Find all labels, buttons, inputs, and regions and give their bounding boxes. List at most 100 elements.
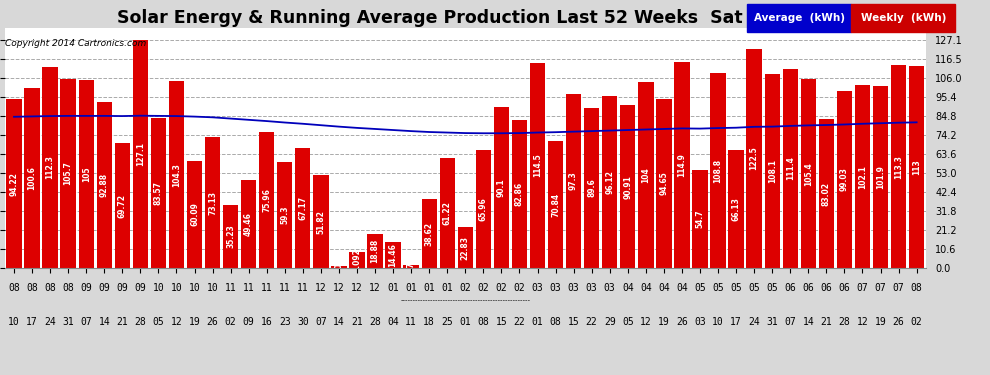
Bar	[620, 105, 636, 268]
Text: 114.5: 114.5	[533, 154, 542, 177]
Text: 06: 06	[803, 283, 814, 293]
Bar	[43, 67, 57, 268]
Bar	[801, 80, 816, 268]
Bar	[60, 79, 76, 268]
Bar	[854, 85, 870, 268]
Text: 54.7: 54.7	[696, 210, 705, 228]
Text: 14.46: 14.46	[389, 243, 398, 267]
Text: 66.13: 66.13	[732, 197, 741, 221]
Text: 26: 26	[893, 317, 905, 327]
Text: 02: 02	[477, 283, 489, 293]
Text: 105.4: 105.4	[804, 162, 813, 186]
Text: 08: 08	[8, 283, 20, 293]
Text: 07: 07	[784, 317, 796, 327]
Text: 09: 09	[98, 283, 110, 293]
Text: 03: 03	[604, 283, 616, 293]
Text: 11: 11	[279, 283, 291, 293]
Text: 02: 02	[459, 283, 471, 293]
Text: 23: 23	[279, 317, 291, 327]
Text: 05: 05	[712, 283, 724, 293]
Text: 11: 11	[243, 283, 254, 293]
Text: 30: 30	[297, 317, 309, 327]
Bar	[259, 132, 274, 268]
Text: 90.91: 90.91	[624, 175, 633, 199]
Bar	[168, 81, 184, 268]
Bar	[819, 119, 834, 268]
Bar	[909, 66, 925, 268]
Text: 08: 08	[477, 317, 489, 327]
Text: 10: 10	[207, 283, 219, 293]
Text: 122.5: 122.5	[749, 147, 758, 170]
Bar	[97, 102, 112, 268]
Text: 104: 104	[642, 167, 650, 183]
Text: 92.88: 92.88	[100, 173, 109, 197]
Text: 01: 01	[532, 317, 544, 327]
Text: 113: 113	[912, 159, 921, 175]
Text: 49.46: 49.46	[245, 212, 253, 236]
Text: 60.09: 60.09	[190, 202, 199, 226]
Text: 07: 07	[874, 283, 886, 293]
Text: 07: 07	[315, 317, 327, 327]
Text: 100.6: 100.6	[28, 166, 37, 190]
Text: ----------------------------------------------------: ----------------------------------------…	[400, 297, 531, 303]
Bar	[873, 86, 888, 268]
Text: 11: 11	[260, 283, 272, 293]
Bar	[475, 150, 491, 268]
Text: 29: 29	[604, 317, 616, 327]
Text: 24: 24	[45, 317, 56, 327]
Text: 03: 03	[586, 283, 598, 293]
Text: 12: 12	[856, 317, 868, 327]
Text: 15: 15	[496, 317, 507, 327]
Bar	[711, 73, 726, 268]
Text: 9.092: 9.092	[352, 248, 361, 272]
Text: 73.13: 73.13	[208, 190, 217, 214]
Bar	[656, 99, 671, 268]
Text: 01: 01	[387, 283, 399, 293]
Text: 05: 05	[622, 317, 634, 327]
Bar	[332, 266, 346, 268]
Text: 09: 09	[243, 317, 254, 327]
Text: 19: 19	[658, 317, 670, 327]
Text: 96.12: 96.12	[605, 170, 614, 194]
Text: 83.57: 83.57	[153, 181, 163, 205]
Text: 51.82: 51.82	[317, 210, 326, 234]
Text: 06: 06	[821, 283, 833, 293]
Text: 21: 21	[117, 317, 128, 327]
Text: 59.3: 59.3	[280, 206, 289, 224]
Text: 02: 02	[514, 283, 526, 293]
Text: 22: 22	[586, 317, 598, 327]
Text: 10: 10	[170, 283, 182, 293]
Text: 18: 18	[424, 317, 435, 327]
Bar	[78, 80, 94, 268]
Text: 70.84: 70.84	[551, 193, 560, 217]
Text: 02: 02	[911, 317, 923, 327]
Text: 83.02: 83.02	[822, 182, 831, 206]
Bar	[295, 148, 311, 268]
Text: 02: 02	[496, 283, 507, 293]
Text: 08: 08	[62, 283, 74, 293]
Text: Copyright 2014 Cartronics.com: Copyright 2014 Cartronics.com	[5, 39, 147, 48]
Bar	[674, 62, 690, 268]
Text: 26: 26	[207, 317, 219, 327]
Bar	[584, 108, 599, 268]
Text: 22.83: 22.83	[460, 236, 470, 260]
Text: 65.96: 65.96	[479, 197, 488, 221]
Bar	[313, 176, 329, 268]
Text: 94.22: 94.22	[10, 172, 19, 196]
Text: 75.96: 75.96	[262, 188, 271, 212]
Bar	[241, 180, 256, 268]
Text: 114.9: 114.9	[677, 153, 686, 177]
Text: 10: 10	[152, 283, 164, 293]
Text: 01: 01	[405, 283, 417, 293]
Text: 113.3: 113.3	[894, 154, 903, 178]
Text: 03: 03	[694, 317, 706, 327]
Bar	[205, 137, 220, 268]
Text: Weekly  (kWh): Weekly (kWh)	[860, 13, 946, 23]
Text: 17: 17	[731, 317, 742, 327]
Text: 21: 21	[351, 317, 363, 327]
Text: Solar Energy & Running Average Production Last 52 Weeks  Sat Aug 9  05:57: Solar Energy & Running Average Productio…	[117, 9, 873, 27]
Text: 05: 05	[731, 283, 742, 293]
Text: 1.053: 1.053	[335, 253, 344, 276]
Text: 67.17: 67.17	[298, 196, 307, 220]
Text: Average  (kWh): Average (kWh)	[754, 13, 844, 23]
